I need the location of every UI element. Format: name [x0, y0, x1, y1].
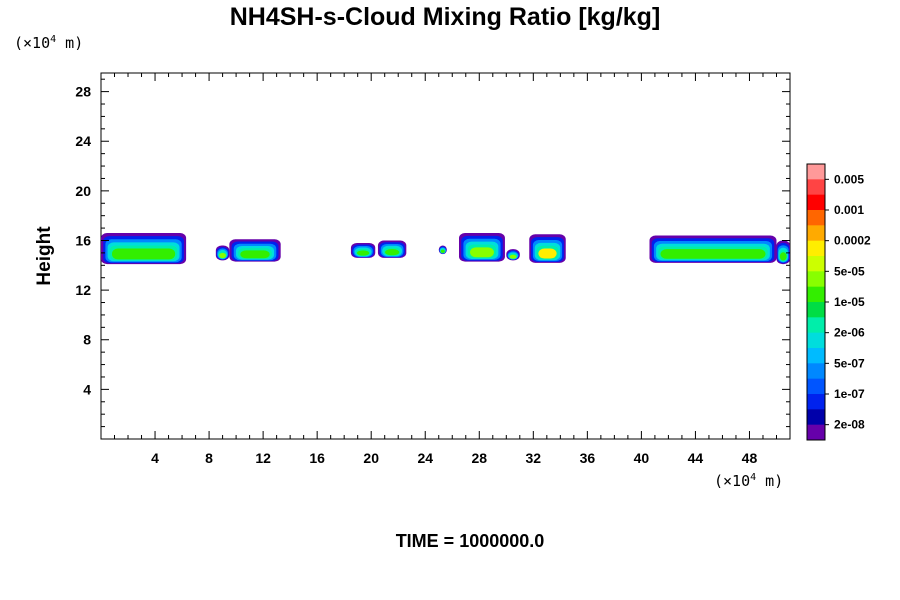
- colorbar-label: 0.001: [834, 203, 864, 217]
- cloud-shell: [219, 252, 226, 259]
- colorbar-swatch: [807, 394, 825, 410]
- colorbar-swatch: [807, 363, 825, 380]
- y-tick-label: 28: [75, 84, 91, 100]
- colorbar-label: 2e-08: [834, 418, 865, 432]
- y-axis: 4 8 12 16 20 24 28: [75, 78, 790, 428]
- cloud-patch: [459, 233, 505, 262]
- y-axis-label: Height: [34, 226, 55, 286]
- x-tick-label: 16: [309, 450, 325, 466]
- x-tick-label: 8: [205, 450, 213, 466]
- cloud-shell: [779, 252, 787, 261]
- colorbar-swatch: [807, 164, 825, 180]
- x-tick-label: 24: [417, 450, 433, 466]
- y-tick-label: 8: [83, 332, 91, 348]
- x-tick-label: 20: [363, 450, 379, 466]
- colorbar-label: 1e-07: [834, 387, 865, 401]
- colorbar-swatch: [807, 179, 825, 196]
- x-tick-label: 40: [634, 450, 650, 466]
- cloud-shell: [440, 249, 445, 253]
- cloud-patch: [776, 240, 790, 265]
- x-tick-label: 4: [151, 450, 159, 466]
- cloud-layer: [101, 233, 790, 265]
- cloud-patch: [506, 249, 520, 261]
- cloud-shell: [240, 250, 270, 259]
- cloud-shell: [660, 249, 766, 259]
- cloud-patch: [438, 245, 447, 255]
- colorbar-label: 2e-06: [834, 326, 865, 340]
- colorbar-swatch: [807, 271, 825, 288]
- y-axis-unit: (×104 m): [14, 34, 84, 52]
- chart-title: NH4SH-s-Cloud Mixing Ratio [kg/kg]: [229, 3, 661, 31]
- x-tick-label: 28: [471, 450, 487, 466]
- colorbar-label: 5e-07: [834, 356, 865, 370]
- x-tick-label: 36: [580, 450, 596, 466]
- colorbar-swatch: [807, 348, 825, 364]
- colorbar-label: 5e-05: [834, 264, 865, 278]
- x-tick-label: 32: [526, 450, 542, 466]
- y-tick-label: 16: [75, 232, 91, 248]
- cloud-patch: [377, 240, 407, 258]
- x-tick-label: 44: [688, 450, 704, 466]
- cloud-shell: [385, 249, 400, 256]
- y-tick-label: 12: [75, 282, 91, 298]
- colorbar-swatch: [807, 256, 825, 272]
- time-label: TIME = 1000000.0: [395, 531, 545, 551]
- y-tick-label: 24: [75, 133, 91, 149]
- colorbar-label: 0.005: [834, 172, 864, 186]
- colorbar-swatch: [807, 409, 825, 426]
- y-tick-label: 4: [83, 381, 91, 397]
- colorbar-swatch: [807, 378, 825, 395]
- colorbar-swatch: [807, 286, 825, 303]
- x-tick-label: 12: [255, 450, 271, 466]
- colorbar-swatch: [807, 225, 825, 242]
- cloud-patch: [229, 239, 281, 262]
- colorbar-swatch: [807, 210, 825, 226]
- cloud-patch: [529, 234, 566, 263]
- colorbar-swatch: [807, 332, 825, 349]
- cloud-patch: [649, 235, 777, 263]
- colorbar: 0.005 0.001 0.0002 5e-05 1e-05 2e-06 5e-07 1e-0…: [806, 163, 871, 441]
- colorbar-swatch: [807, 194, 825, 211]
- x-axis: 4 8 12 16 20 24 28 32 36 40 44 48: [114, 73, 777, 466]
- colorbar-swatch: [807, 240, 825, 257]
- cloud-shell: [112, 248, 176, 260]
- cloud-shell: [470, 247, 494, 258]
- cloud-patch: [215, 245, 230, 261]
- colorbar-label: 1e-05: [834, 295, 865, 309]
- cloud-patch: [350, 242, 376, 258]
- colorbar-label: 0.0002: [834, 234, 871, 248]
- x-axis-unit: (×104 m): [714, 472, 784, 490]
- colorbar-swatch: [807, 317, 825, 334]
- colorbar-swatch: [807, 424, 825, 441]
- y-tick-label: 20: [75, 183, 91, 199]
- x-tick-label: 48: [742, 450, 758, 466]
- colorbar-swatch: [807, 302, 825, 318]
- cloud-shell: [538, 248, 557, 259]
- cloud-patch: [101, 233, 187, 265]
- cloud-shell: [357, 250, 370, 256]
- cloud-shell: [509, 254, 517, 259]
